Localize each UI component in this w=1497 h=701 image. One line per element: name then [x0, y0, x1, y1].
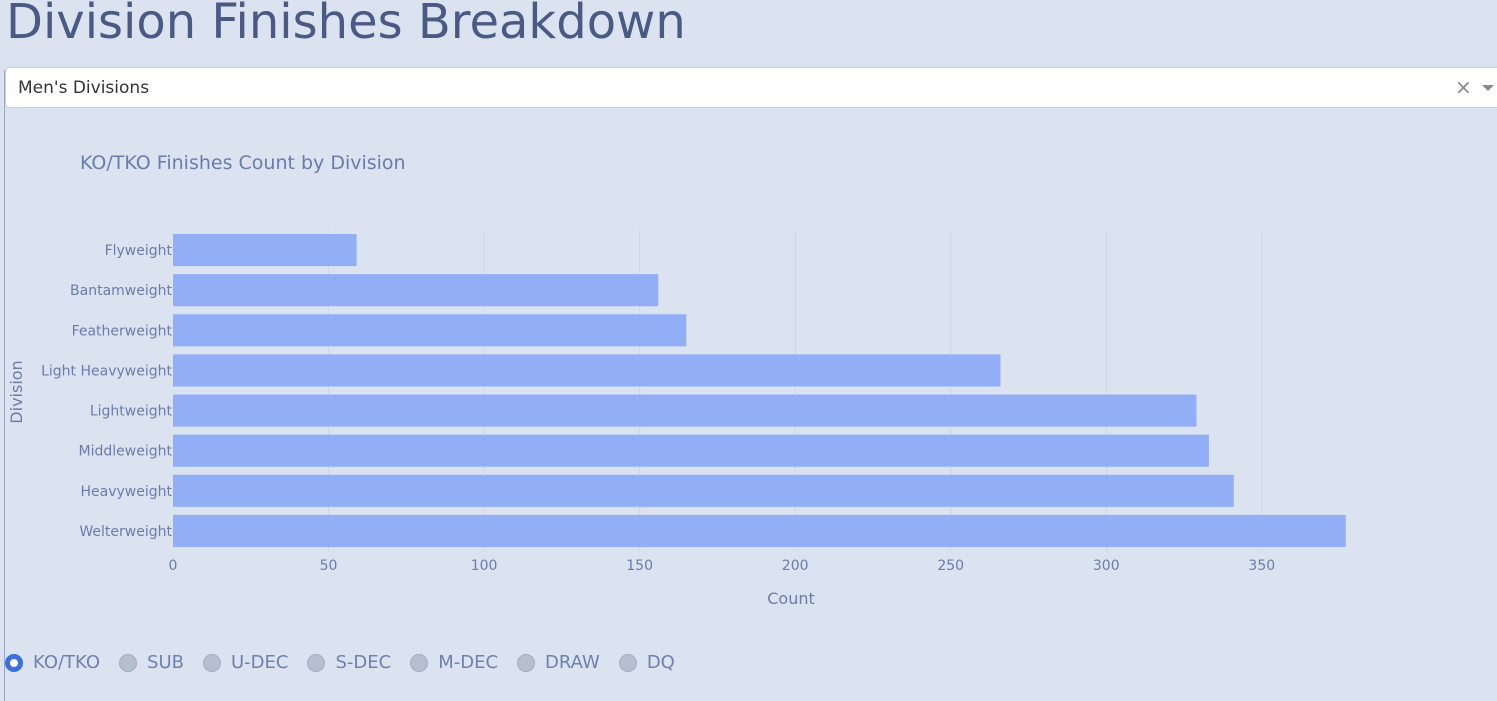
- radio-option-m-dec[interactable]: M-DEC: [410, 652, 498, 673]
- y-tick-label: Light Heavyweight: [41, 363, 172, 379]
- radio-button[interactable]: [517, 653, 536, 672]
- radio-label: DRAW: [545, 652, 600, 673]
- dropdown-selected-value: Men's Divisions: [18, 78, 150, 98]
- radio-button[interactable]: [5, 653, 23, 672]
- bar-featherweight[interactable]: [173, 314, 687, 347]
- radio-button[interactable]: [618, 653, 637, 672]
- x-tick-label: 250: [937, 558, 964, 574]
- division-dropdown[interactable]: Men's Divisions ×: [5, 67, 1497, 108]
- radio-button[interactable]: [410, 653, 429, 672]
- chart-title: KO/TKO Finishes Count by Division: [80, 152, 406, 174]
- radio-option-sub[interactable]: SUB: [119, 652, 184, 673]
- radio-option-dq[interactable]: DQ: [618, 652, 675, 673]
- y-axis-label: Division: [7, 360, 26, 423]
- y-tick-label: Welterweight: [79, 524, 172, 540]
- radio-option-ko-tko[interactable]: KO/TKO: [5, 652, 100, 673]
- page-title: Division Finishes Breakdown: [6, 0, 686, 50]
- x-tick-label: 50: [320, 558, 338, 574]
- x-axis-label: Count: [767, 589, 815, 608]
- bar-middleweight[interactable]: [173, 434, 1209, 467]
- bar-chart: 0 50 100 150 200 250 300 350 Flyweight Bantamweig…: [7, 152, 1346, 608]
- radio-label: M-DEC: [438, 652, 499, 673]
- radio-label: DQ: [646, 652, 675, 673]
- x-tick-label: 150: [626, 558, 653, 574]
- bar-heavyweight[interactable]: [173, 474, 1234, 507]
- clear-icon[interactable]: ×: [1455, 75, 1472, 99]
- radio-button[interactable]: [119, 653, 138, 672]
- dropdown-arrow-icon[interactable]: [1482, 85, 1494, 91]
- y-tick-label: Featherweight: [72, 323, 173, 339]
- radio-button[interactable]: [307, 653, 326, 672]
- x-tick-label: 0: [169, 558, 178, 574]
- radio-label: S-DEC: [335, 652, 392, 673]
- y-tick-label: Heavyweight: [81, 484, 173, 500]
- radio-option-u-dec[interactable]: U-DEC: [203, 652, 288, 673]
- radio-option-draw[interactable]: DRAW: [517, 652, 600, 673]
- radio-button[interactable]: [203, 653, 221, 672]
- labels: 0 50 100 150 200 250 300 350 Flyweight Bantamweig…: [41, 243, 1275, 574]
- radio-label: KO/TKO: [33, 652, 101, 673]
- bar-welterweight[interactable]: [173, 514, 1346, 547]
- x-tick-label: 350: [1248, 558, 1275, 574]
- radio-label: U-DEC: [231, 652, 289, 673]
- x-tick-label: 200: [782, 558, 809, 574]
- bar-bantamweight[interactable]: [173, 274, 659, 307]
- bar-flyweight[interactable]: [173, 234, 357, 267]
- radio-label: SUB: [147, 652, 184, 673]
- y-tick-label: Flyweight: [105, 243, 173, 259]
- y-tick-label: Lightweight: [90, 404, 173, 420]
- left-border: [4, 70, 5, 701]
- bar-lightweight[interactable]: [173, 394, 1197, 427]
- y-tick-label: Bantamweight: [70, 283, 172, 299]
- x-tick-label: 300: [1093, 558, 1120, 574]
- bars: [173, 234, 1346, 547]
- finish-type-radio-group: KO/TKO SUB U-DEC S-DEC M-DEC DRAW DQ: [5, 652, 694, 673]
- radio-option-s-dec[interactable]: S-DEC: [307, 652, 391, 673]
- x-tick-label: 100: [471, 558, 498, 574]
- bar-light-heavyweight[interactable]: [173, 354, 1001, 387]
- y-tick-label: Middleweight: [79, 444, 173, 460]
